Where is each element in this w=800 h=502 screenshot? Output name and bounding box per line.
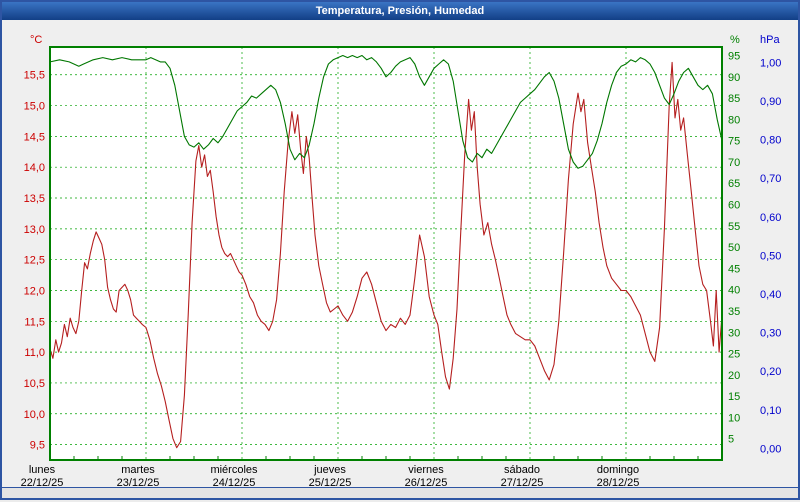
legend-pressure: Presión [hPa]	[615, 47, 686, 59]
window-title: Temperatura, Presión, Humedad	[315, 5, 485, 17]
title-bar: Temperatura, Presión, Humedad	[2, 2, 798, 20]
chart-panel: Temp. [°C] Humedad [%] Presión [hPa]	[2, 20, 798, 488]
window-footer	[2, 488, 798, 498]
legend-temp: Temp. [°C]	[112, 47, 167, 59]
legend-humidity: Humedad [%]	[357, 47, 428, 59]
